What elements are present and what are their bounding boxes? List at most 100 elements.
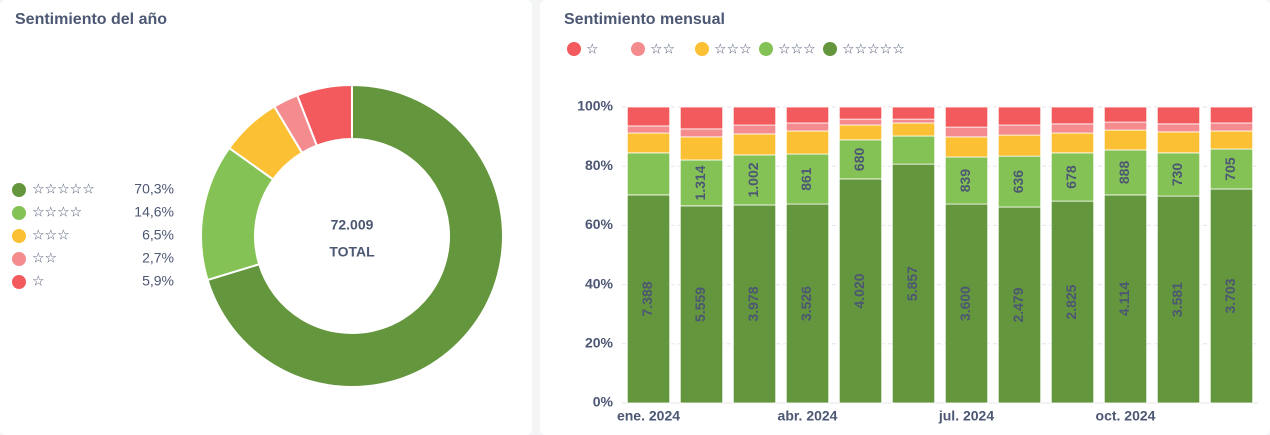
bar-segment [1050, 123, 1095, 134]
bar-segment [1209, 148, 1254, 190]
legend-label: ☆☆ [32, 250, 57, 266]
legend-label: ☆☆☆ [32, 227, 70, 243]
bar-segment [732, 204, 777, 404]
bar-segment [785, 122, 830, 132]
bar-segment [997, 106, 1042, 126]
legend-label: ☆☆ [650, 41, 675, 57]
bar-segment [1103, 149, 1148, 196]
bar-label: 705 [1222, 157, 1238, 181]
x-tick-label: abr. 2024 [778, 408, 838, 424]
bar-segment [732, 154, 777, 206]
chart-title: Sentimiento mensual [564, 11, 725, 28]
y-tick-label: 80% [585, 157, 614, 173]
bar-label: 2.479 [1010, 287, 1026, 322]
legend-swatch [823, 42, 837, 56]
bar-segment [944, 106, 989, 128]
legend-value: 14,6% [134, 204, 174, 220]
legend-swatch [12, 275, 26, 289]
bar-label: 3.600 [957, 286, 973, 321]
bar-segment [1209, 106, 1254, 124]
legend-label: ☆☆☆☆☆ [32, 181, 95, 197]
bar-segment [1103, 121, 1148, 131]
bar-segment [1156, 106, 1201, 125]
bar-segment [997, 155, 1042, 208]
legend-label: ☆☆☆ [714, 41, 752, 57]
bar-segment [679, 106, 724, 130]
bar-segment [679, 205, 724, 404]
legend-label: ☆ [32, 273, 45, 289]
y-tick-label: 60% [585, 216, 614, 232]
bar-segment [679, 128, 724, 138]
bar-segment [838, 118, 883, 126]
donut-total-label: TOTAL [329, 244, 375, 260]
bar-segment [785, 203, 830, 404]
bar-label: 888 [1116, 161, 1132, 185]
legend-value: 5,9% [142, 273, 174, 289]
y-tick-label: 20% [585, 335, 614, 351]
bar-label: 861 [798, 167, 814, 191]
bar-label: 1.002 [745, 162, 761, 197]
bar-segment [785, 153, 830, 205]
legend-label: ☆ [586, 41, 599, 57]
legend-label: ☆☆☆ [778, 41, 816, 57]
chart-title: Sentimiento del año [15, 11, 167, 28]
legend-value: 6,5% [142, 227, 174, 243]
bar-segment [1156, 152, 1201, 197]
bar-segment [679, 136, 724, 161]
bar-segment [1209, 130, 1254, 150]
bar-segment [1209, 122, 1254, 132]
bar-segment [891, 118, 936, 124]
bar-segment [944, 126, 989, 138]
bar-label: 4.114 [1116, 282, 1132, 316]
bar-segment [732, 124, 777, 135]
legend-swatch [631, 42, 645, 56]
bar-label: 5.857 [904, 266, 920, 301]
bar-segment [1156, 123, 1201, 133]
legend-swatch [12, 229, 26, 243]
bar-label: 7.388 [639, 281, 655, 316]
legend-label: ☆☆☆☆ [32, 204, 82, 220]
x-tick-label: oct. 2024 [1096, 408, 1156, 424]
donut-slice [296, 83, 353, 147]
bar-segment [891, 135, 936, 165]
y-tick-label: 40% [585, 275, 614, 291]
bar-segment [1103, 129, 1148, 151]
y-tick-label: 100% [577, 98, 613, 114]
donut-slice [206, 83, 504, 388]
bar-segment [626, 152, 671, 196]
x-tick-label: ene. 2024 [617, 408, 680, 424]
donut-total: 72.009 [331, 217, 374, 233]
bar-segment [838, 178, 883, 404]
legend-value: 70,3% [134, 181, 174, 197]
bar-segment [732, 133, 777, 156]
legend-swatch [12, 206, 26, 220]
bar-segment [891, 163, 936, 404]
bar-label: 3.581 [1169, 282, 1185, 317]
bar-segment [944, 136, 989, 158]
bar-label: 678 [1063, 165, 1079, 189]
legend-swatch [567, 42, 581, 56]
bar-label: 1.314 [692, 165, 708, 200]
bar-segment [838, 124, 883, 141]
bar-segment [679, 159, 724, 207]
bar-segment [997, 134, 1042, 157]
bar-label: 839 [957, 169, 973, 193]
legend-label: ☆☆☆☆☆ [842, 41, 905, 57]
bar-segment [785, 130, 830, 155]
bar-segment [732, 106, 777, 126]
bar-segment [997, 124, 1042, 136]
y-tick-label: 0% [593, 394, 614, 410]
legend-swatch [759, 42, 773, 56]
legend-value: 2,7% [142, 250, 174, 266]
bar-label: 4.020 [851, 273, 867, 308]
bar-segment [1050, 106, 1095, 125]
bar-segment [1156, 195, 1201, 404]
legend-swatch [12, 252, 26, 266]
bar-segment [838, 106, 883, 120]
bar-label: 2.825 [1063, 284, 1079, 319]
bar-segment [626, 106, 671, 127]
bar-segment [626, 125, 671, 134]
bar-segment [891, 122, 936, 137]
bar-segment [1050, 152, 1095, 202]
